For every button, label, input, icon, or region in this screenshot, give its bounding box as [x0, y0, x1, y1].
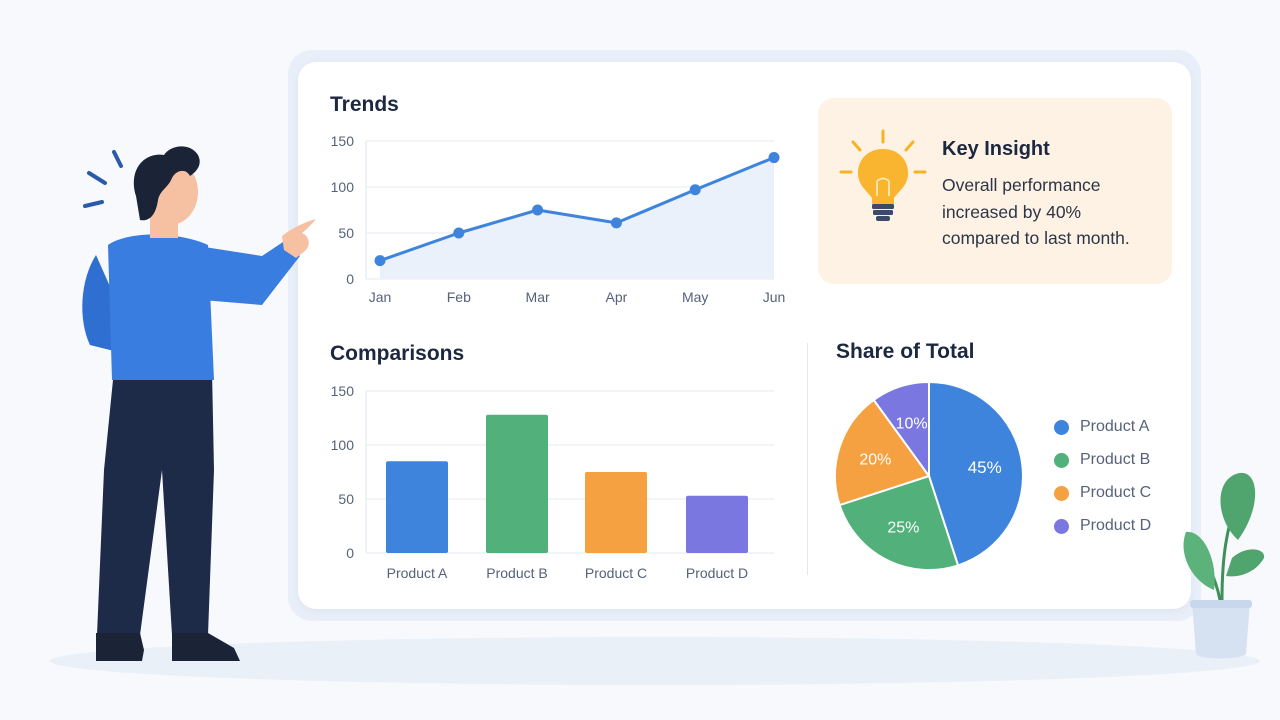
- bar-product-c: [585, 472, 647, 553]
- pie-slice-product-c: [834, 398, 931, 507]
- trends-series-line: [379, 156, 775, 263]
- comparisons-x-tick: Product A: [387, 565, 448, 581]
- trends-x-tick: Apr: [606, 289, 628, 305]
- legend-swatch-a: [1054, 419, 1069, 435]
- comparisons-y-tick: 100: [331, 437, 355, 453]
- pie-label-product-c: 20%: [859, 452, 891, 469]
- trends-x-tick: May: [682, 289, 708, 305]
- comparisons-y-tick: 150: [331, 383, 355, 399]
- trends-point-jan: [374, 255, 386, 267]
- trends-x-tick: Feb: [447, 289, 471, 305]
- legend-label-c: Product C: [1080, 484, 1152, 501]
- trends-point-mar: [532, 204, 544, 216]
- legend-label-b: Product B: [1080, 451, 1151, 468]
- legend-item-product-b: Product B: [1054, 449, 1150, 471]
- legend-label-a: Product A: [1080, 418, 1150, 435]
- trends-point-may: [689, 184, 701, 196]
- bar-product-a: [386, 461, 448, 553]
- legend-swatch-c: [1054, 485, 1069, 501]
- comparisons-title: Comparisons: [330, 342, 465, 365]
- legend-label-d: Product D: [1080, 517, 1152, 534]
- comparisons-x-tick: Product C: [585, 565, 647, 581]
- trends-x-tick: Jun: [763, 289, 786, 305]
- trends-x-tick: Jan: [369, 289, 392, 305]
- pie-label-product-a: 45%: [968, 458, 1002, 477]
- bar-product-b: [486, 414, 548, 553]
- pie-slice-product-d: [872, 380, 930, 480]
- legend-swatch-b: [1054, 452, 1069, 468]
- legend-item-product-a: Product A: [1054, 416, 1149, 438]
- legend-swatch-d: [1054, 518, 1069, 534]
- pie-label-product-b: 25%: [887, 519, 919, 536]
- comparisons-x-tick: Product B: [486, 565, 547, 581]
- pie-label-product-d: 10%: [896, 415, 928, 432]
- trends-y-tick: 0: [346, 271, 354, 287]
- trends-point-feb: [453, 227, 465, 239]
- comparisons-x-tick: Product D: [686, 565, 748, 581]
- trends-y-tick: 150: [331, 133, 355, 149]
- trends-x-tick: Mar: [526, 289, 550, 305]
- pie-slice-product-a: [928, 380, 1024, 567]
- pie-slice-product-b: [838, 474, 960, 571]
- comparisons-y-tick: 50: [338, 491, 354, 507]
- trends-area: [380, 157, 774, 279]
- key-insight-title: Key Insight: [942, 138, 1050, 160]
- legend-item-product-d: Product D: [1054, 515, 1151, 537]
- trends-title: Trends: [330, 93, 399, 116]
- bar-product-d: [686, 495, 748, 553]
- trends-y-tick: 50: [338, 225, 354, 241]
- comparisons-y-tick: 0: [346, 545, 354, 561]
- share-title: Share of Total: [836, 340, 975, 363]
- section-divider: [807, 343, 808, 575]
- trends-point-jun: [768, 152, 780, 164]
- legend-item-product-c: Product C: [1054, 482, 1151, 504]
- key-insight-text: Overall performance increased by 40% com…: [942, 175, 1130, 248]
- attention-lines: [83, 150, 123, 208]
- trends-y-tick: 100: [331, 179, 355, 195]
- trends-point-apr: [610, 217, 622, 229]
